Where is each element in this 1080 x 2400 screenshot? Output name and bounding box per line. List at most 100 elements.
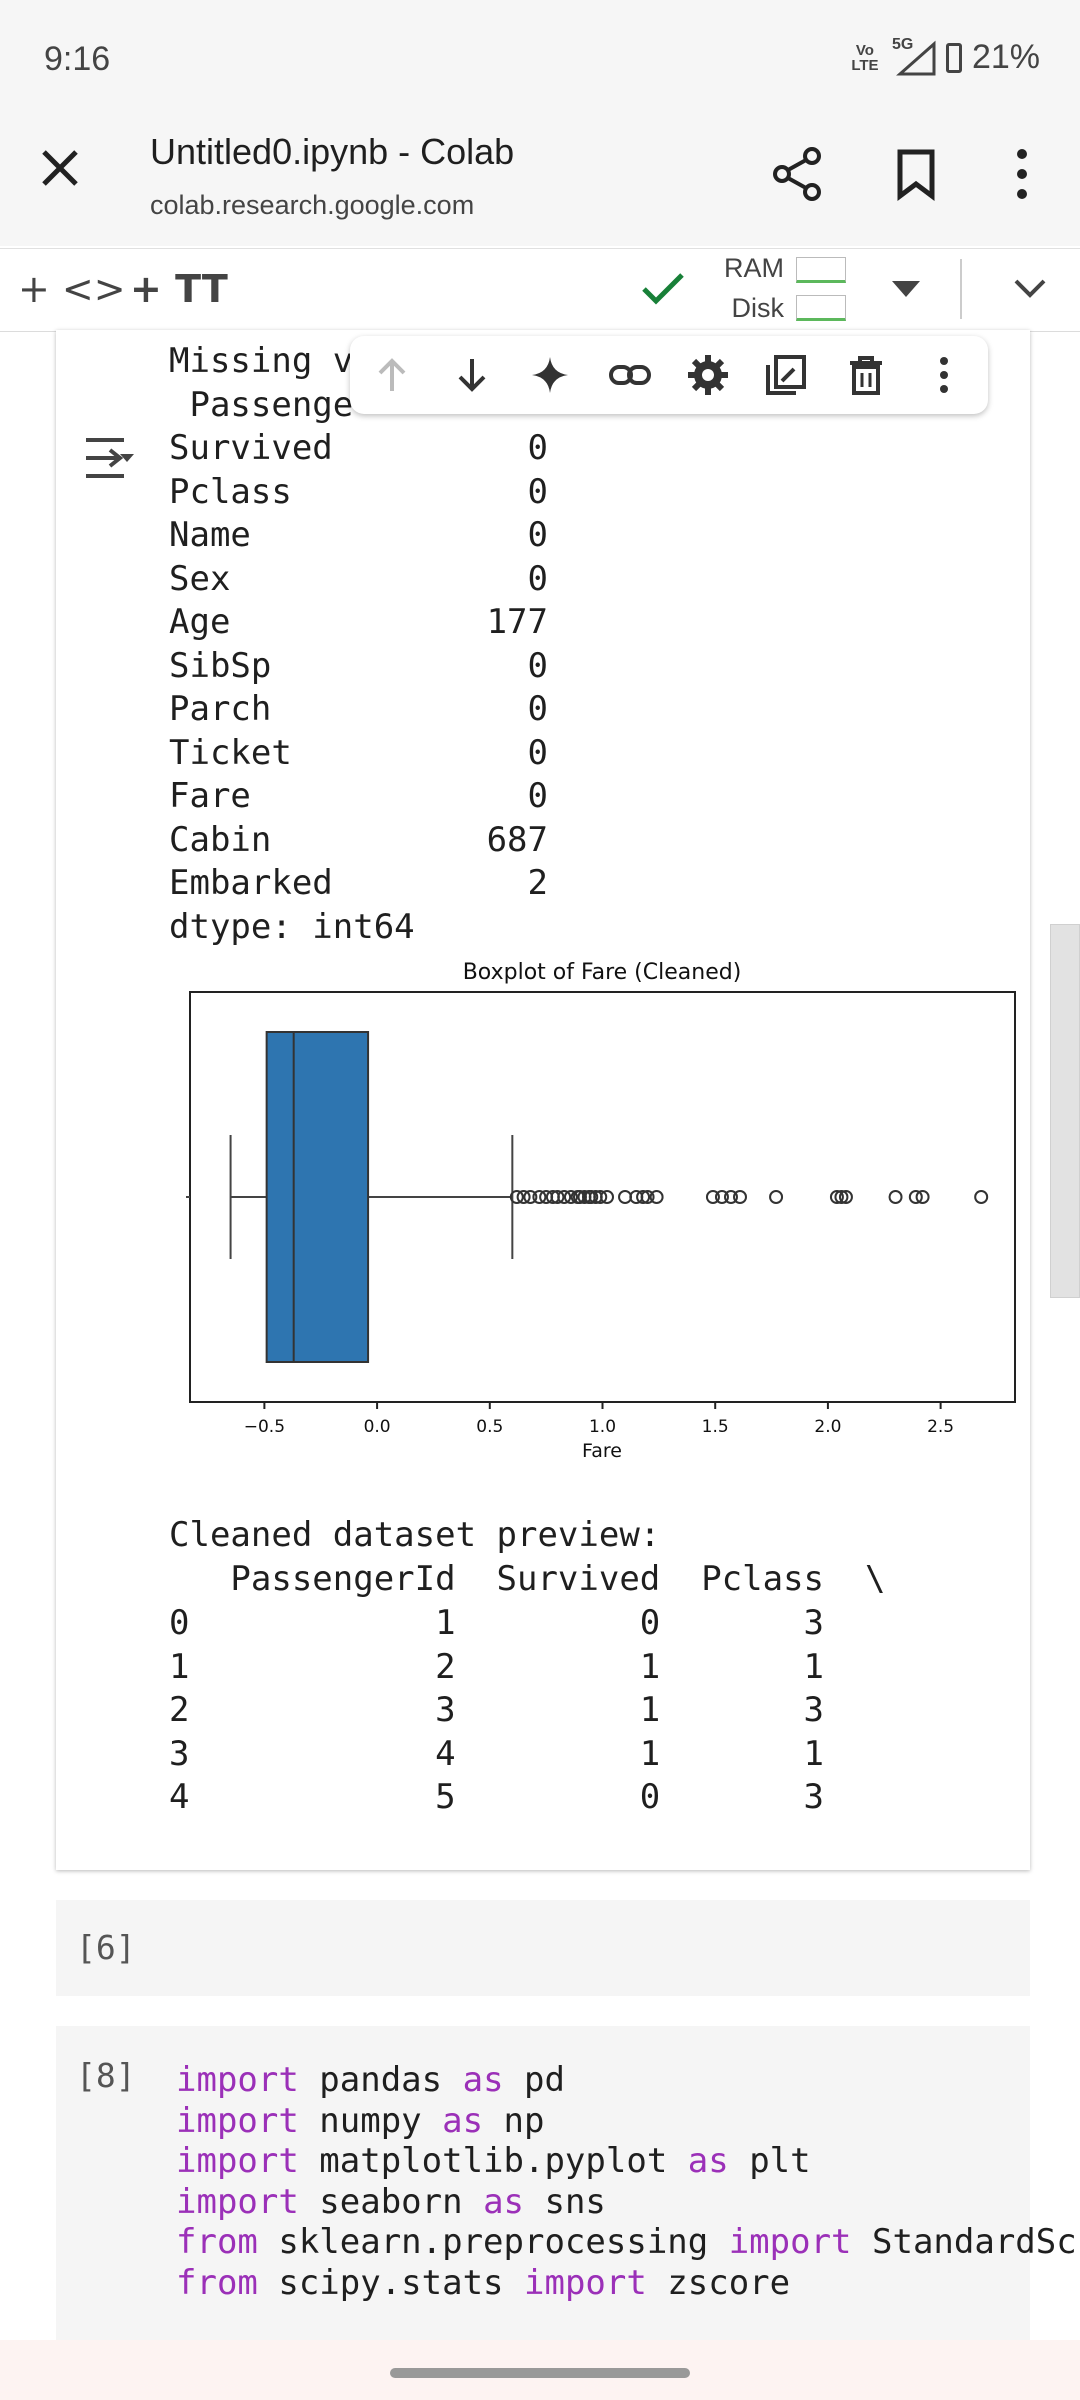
output-toggle-icon[interactable] bbox=[80, 434, 136, 484]
missing-row-name: Survived bbox=[169, 428, 333, 468]
outlier-point bbox=[557, 1190, 572, 1204]
missing-row-value: 0 bbox=[527, 689, 548, 729]
code-keyword: import bbox=[176, 2060, 299, 2100]
output-partial-header: Missing v bbox=[169, 341, 354, 381]
link-icon[interactable] bbox=[608, 355, 651, 395]
arrow-down-icon[interactable] bbox=[452, 355, 492, 395]
chevron-down-icon[interactable] bbox=[1010, 271, 1050, 312]
missing-row-value: 2 bbox=[527, 863, 548, 903]
dtype-line: dtype: int64 bbox=[169, 907, 415, 947]
x-tick-label: 2.0 bbox=[814, 1417, 841, 1437]
dropdown-icon[interactable] bbox=[888, 275, 924, 310]
code-keyword: import bbox=[176, 2100, 299, 2141]
code-keyword: as bbox=[462, 2060, 504, 2100]
output-partial-row: Passenge bbox=[169, 385, 354, 425]
missing-row-name: Cabin bbox=[169, 819, 272, 860]
scrollbar[interactable] bbox=[1050, 924, 1080, 1298]
volte-indicator: Vo LTE bbox=[851, 41, 879, 74]
code-line: import numpy as np bbox=[176, 2101, 545, 2141]
share-icon[interactable] bbox=[770, 146, 826, 202]
outlier-point bbox=[723, 1190, 738, 1204]
code-keyword: from bbox=[176, 2222, 258, 2262]
code-text: scipy.stats bbox=[257, 2262, 524, 2303]
code-text: pandas bbox=[298, 2060, 463, 2100]
gesture-nav-pill[interactable] bbox=[390, 2368, 690, 2378]
code-keyword: as bbox=[687, 2141, 729, 2181]
bookmark-icon[interactable] bbox=[888, 146, 944, 202]
outlier-point bbox=[829, 1190, 844, 1204]
outlier-point bbox=[516, 1190, 531, 1204]
add-code-button[interactable]: + <> bbox=[18, 267, 126, 311]
outlier-point bbox=[593, 1190, 608, 1204]
x-tick-label: 1.5 bbox=[702, 1417, 729, 1437]
missing-row-name: Parch bbox=[169, 689, 272, 729]
sparkle-icon[interactable] bbox=[530, 355, 570, 395]
x-axis-label: Fare bbox=[582, 1440, 622, 1462]
mirror-cell-icon[interactable] bbox=[766, 355, 806, 395]
missing-row-value: 687 bbox=[486, 819, 548, 860]
code-keyword: as bbox=[483, 2181, 525, 2222]
outlier-point bbox=[649, 1190, 664, 1204]
outlier-point bbox=[509, 1190, 524, 1204]
x-tick-label: 0.0 bbox=[364, 1417, 391, 1437]
missing-row-name: Name bbox=[169, 515, 251, 555]
delete-icon[interactable] bbox=[846, 355, 886, 395]
outlier-point bbox=[550, 1190, 565, 1204]
missing-row-value: 0 bbox=[527, 732, 548, 773]
missing-row-value: 0 bbox=[527, 428, 548, 468]
colab-toolbar: + <> + TT RAM Disk bbox=[0, 248, 1080, 332]
arrow-up-icon[interactable] bbox=[372, 355, 412, 395]
output-cell bbox=[56, 330, 1030, 1870]
add-text-button[interactable]: + TT bbox=[130, 267, 228, 311]
preview-row: 2 3 1 3 bbox=[169, 1690, 825, 1730]
close-icon[interactable] bbox=[30, 138, 90, 198]
more-vert-icon[interactable] bbox=[924, 355, 964, 395]
code-keyword: import bbox=[176, 2141, 299, 2181]
chart-title: Boxplot of Fare (Cleaned) bbox=[463, 960, 742, 985]
x-tick-label: −0.5 bbox=[244, 1417, 285, 1437]
network-type-label: 5G bbox=[891, 35, 914, 53]
code-keyword: import bbox=[728, 2222, 852, 2262]
battery-level: 21% bbox=[971, 38, 1040, 76]
disk-meter bbox=[796, 295, 846, 321]
status-indicators: Vo LTE 5G 21% bbox=[848, 36, 1040, 77]
missing-row-name: Ticket bbox=[169, 732, 292, 773]
preview-row: 0 1 0 3 bbox=[169, 1603, 825, 1643]
code-keyword: from bbox=[176, 2262, 258, 2303]
code-line: import pandas as pd bbox=[176, 2060, 565, 2100]
outlier-point bbox=[532, 1190, 547, 1204]
code-cell-imports[interactable]: [8] import pandas as pd import numpy as n… bbox=[56, 2026, 1077, 2340]
missing-row-value: 177 bbox=[486, 602, 548, 642]
code-text: plt bbox=[728, 2141, 811, 2181]
outlier-point bbox=[640, 1190, 655, 1204]
gear-icon[interactable] bbox=[688, 355, 728, 395]
check-icon bbox=[640, 269, 686, 309]
more-vert-icon[interactable] bbox=[996, 146, 1052, 202]
missing-row-value: 0 bbox=[527, 471, 548, 512]
cell-toolbar bbox=[350, 336, 988, 414]
x-axis-ticks: −0.5 0.0 0.5 1.0 1.5 2.0 2.5 bbox=[244, 1402, 954, 1437]
missing-row-value: 0 bbox=[527, 645, 548, 686]
code-text: sklearn.preprocessing bbox=[257, 2222, 729, 2262]
outlier-point bbox=[834, 1190, 849, 1204]
disk-label: Disk bbox=[731, 293, 785, 323]
code-line: from sklearn.preprocessing import Standa… bbox=[176, 2222, 1077, 2262]
boxplot-svg: Boxplot of Fare (Cleaned) −0.5 0.0 0.5 1.0 1… bbox=[186, 960, 1016, 1462]
code-text: zscore bbox=[646, 2262, 791, 2303]
outlier-point bbox=[714, 1190, 729, 1204]
signal-icon: 5G bbox=[892, 36, 936, 76]
missing-row-name: Age bbox=[169, 602, 231, 642]
outlier-point bbox=[563, 1190, 578, 1204]
code-keyword: import bbox=[176, 2181, 299, 2222]
code-line: from scipy.stats import zscore bbox=[176, 2263, 790, 2303]
page-title: Untitled0.ipynb - Colab bbox=[150, 131, 515, 172]
preview-row: 1 2 1 1 bbox=[169, 1646, 825, 1687]
code-line: import seaborn as sns bbox=[176, 2182, 606, 2222]
outlier-point bbox=[523, 1190, 538, 1204]
outlier-point bbox=[584, 1190, 599, 1204]
code-cell-empty[interactable]: [6] bbox=[56, 1900, 1030, 1996]
outlier-point bbox=[636, 1190, 651, 1204]
outlier-point bbox=[915, 1190, 930, 1204]
toolbar-divider bbox=[960, 259, 962, 319]
x-tick-label: 0.5 bbox=[476, 1417, 503, 1437]
